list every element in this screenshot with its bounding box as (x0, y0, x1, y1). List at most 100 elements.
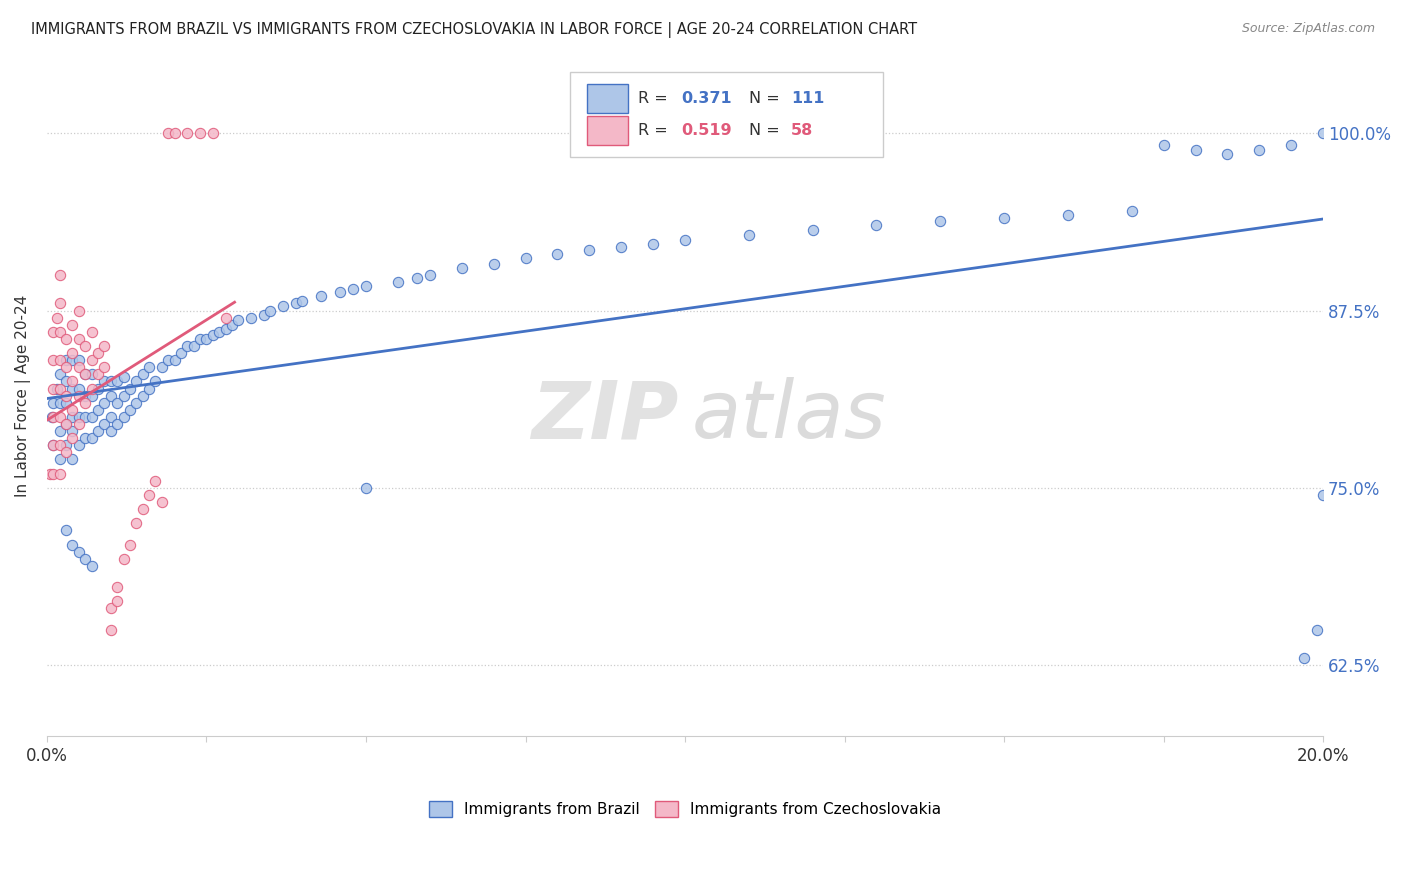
Legend: Immigrants from Brazil, Immigrants from Czechoslovakia: Immigrants from Brazil, Immigrants from … (423, 795, 948, 823)
Point (105, 594, 128, 608)
Point (75, 339, 97, 353)
Point (48, 382, 70, 396)
Point (48, 368, 70, 382)
Point (259, 303, 281, 318)
Point (87, 402, 110, 417)
Point (48, 296, 70, 310)
Point (62, 424, 84, 438)
Point (214, 310, 236, 325)
Point (42, 325, 65, 339)
Point (138, 488, 160, 502)
Y-axis label: In Labor Force | Age 20-24: In Labor Force | Age 20-24 (15, 294, 31, 497)
Point (354, 279, 377, 293)
Point (1312, 126, 1334, 140)
FancyBboxPatch shape (586, 117, 627, 145)
Point (329, 285, 352, 299)
Point (62, 452, 84, 467)
Point (188, 126, 211, 140)
Point (643, 236, 665, 251)
Point (125, 516, 148, 531)
Point (62, 375, 84, 389)
Point (62, 431, 84, 445)
Point (240, 310, 263, 325)
Point (67, 382, 90, 396)
Point (145, 474, 167, 488)
Point (195, 332, 218, 346)
Point (131, 368, 153, 382)
Point (75, 395, 97, 409)
Point (112, 409, 135, 424)
Point (55, 395, 77, 409)
Point (42, 409, 65, 424)
Point (42, 438, 65, 452)
Point (80, 382, 103, 396)
Point (284, 296, 307, 310)
Point (39, 467, 62, 481)
Point (176, 339, 198, 353)
Point (105, 395, 128, 409)
Point (62, 538, 84, 552)
Point (105, 580, 128, 594)
Point (48, 268, 70, 282)
Point (93, 395, 115, 409)
Point (578, 243, 600, 257)
Text: 58: 58 (792, 123, 813, 138)
Point (42, 467, 65, 481)
Point (75, 551, 97, 566)
Text: 111: 111 (792, 91, 824, 106)
Point (112, 551, 135, 566)
Point (55, 389, 77, 403)
Point (406, 271, 429, 285)
Point (105, 417, 128, 431)
Point (93, 339, 115, 353)
Point (1292, 651, 1315, 665)
Point (201, 126, 224, 140)
Point (55, 438, 77, 452)
Point (118, 382, 141, 396)
Point (387, 275, 409, 289)
Point (311, 289, 333, 303)
Point (214, 322, 236, 336)
Point (62, 402, 84, 417)
Point (150, 360, 173, 375)
Point (45, 382, 67, 396)
Point (62, 409, 84, 424)
Point (188, 332, 211, 346)
Point (55, 375, 77, 389)
Point (42, 382, 65, 396)
Point (271, 299, 294, 313)
FancyBboxPatch shape (571, 72, 883, 157)
Point (801, 222, 824, 236)
Point (67, 360, 90, 375)
Point (546, 246, 568, 260)
Point (1121, 204, 1143, 219)
Point (67, 303, 90, 318)
Point (75, 368, 97, 382)
Point (1279, 137, 1302, 152)
Text: IMMIGRANTS FROM BRAZIL VS IMMIGRANTS FROM CZECHOSLOVAKIA IN LABOR FORCE | AGE 20: IMMIGRANTS FROM BRAZIL VS IMMIGRANTS FRO… (31, 22, 917, 38)
Point (87, 346, 110, 360)
Point (62, 382, 84, 396)
Point (138, 360, 160, 375)
Point (145, 375, 167, 389)
Point (87, 382, 110, 396)
Point (42, 438, 65, 452)
Text: R =: R = (638, 123, 672, 138)
Point (993, 211, 1015, 226)
Point (67, 353, 90, 368)
Point (291, 293, 314, 308)
Point (112, 389, 135, 403)
Point (67, 332, 90, 346)
Point (93, 417, 115, 431)
Point (157, 353, 180, 368)
Point (55, 417, 77, 431)
Point (80, 368, 103, 382)
Point (1184, 143, 1206, 157)
FancyBboxPatch shape (586, 85, 627, 113)
Text: N =: N = (749, 123, 785, 138)
Point (42, 395, 65, 409)
Point (55, 332, 77, 346)
Point (929, 214, 952, 228)
Point (515, 251, 537, 265)
Point (100, 389, 122, 403)
